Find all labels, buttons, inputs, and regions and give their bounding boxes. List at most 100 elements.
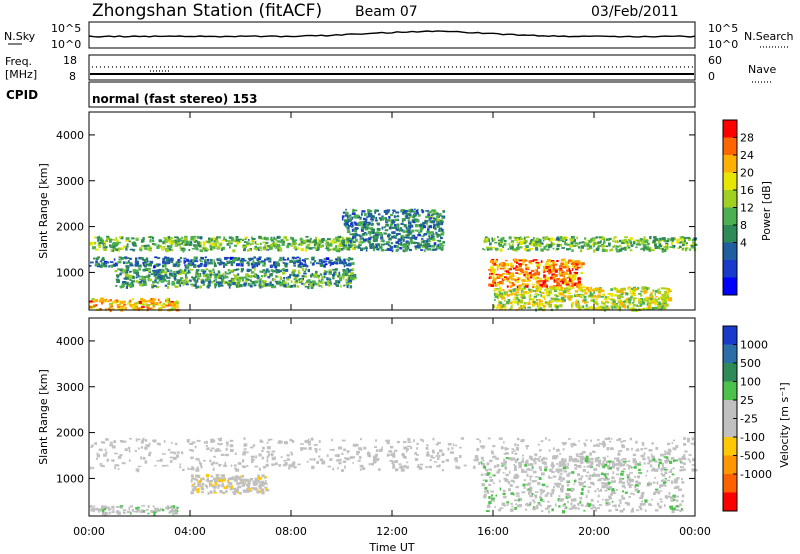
data-cell	[114, 464, 119, 467]
data-cell	[294, 239, 298, 242]
data-cell	[353, 273, 357, 277]
data-cell	[426, 444, 429, 447]
data-cell	[524, 307, 527, 309]
data-cell	[676, 240, 680, 244]
data-cell	[194, 486, 197, 490]
data-cell	[232, 274, 235, 276]
data-cell	[662, 295, 666, 299]
data-cell	[689, 248, 691, 251]
data-cell	[234, 274, 237, 278]
data-cell	[187, 467, 190, 470]
data-cell	[541, 284, 544, 288]
data-cell	[595, 236, 598, 239]
data-cell	[342, 238, 346, 241]
data-cell	[313, 458, 316, 461]
data-cell	[626, 242, 630, 246]
data-cell	[200, 280, 205, 284]
data-cell	[558, 291, 563, 294]
data-cell	[516, 261, 519, 264]
data-cell	[544, 437, 547, 440]
data-cell	[524, 265, 527, 269]
data-cell	[666, 495, 671, 498]
data-cell	[248, 258, 252, 262]
data-cell	[161, 509, 165, 512]
data-cell	[570, 286, 575, 289]
data-cell	[545, 266, 550, 269]
data-cell	[162, 246, 166, 248]
data-cell	[269, 273, 273, 276]
data-cell	[511, 243, 514, 246]
data-cell	[176, 242, 181, 246]
data-cell	[298, 259, 301, 262]
data-cell	[158, 443, 161, 446]
data-cell	[345, 211, 349, 215]
data-cell	[534, 453, 538, 457]
data-cell	[508, 242, 511, 246]
data-cell	[193, 264, 197, 266]
data-cell	[655, 296, 658, 298]
data-cell	[222, 491, 226, 494]
data-cell	[397, 229, 400, 232]
data-cell	[541, 483, 546, 487]
data-cell	[257, 258, 261, 260]
data-cell	[221, 484, 225, 488]
data-cell	[412, 215, 415, 219]
data-cell	[219, 284, 224, 287]
data-cell	[683, 454, 686, 457]
data-cell	[247, 248, 251, 252]
data-cell	[210, 483, 213, 487]
data-cell	[564, 243, 568, 246]
data-cell	[335, 283, 339, 287]
data-cell	[152, 439, 157, 443]
y-tick-label: 2000	[56, 221, 84, 234]
data-cell	[639, 507, 643, 511]
data-cell	[546, 270, 550, 273]
data-cell	[370, 231, 373, 234]
cbar-swatch	[723, 120, 737, 138]
data-cell	[186, 283, 189, 286]
data-cell	[230, 262, 233, 266]
data-cell	[586, 471, 590, 474]
data-cell	[552, 275, 556, 278]
data-cell	[580, 294, 585, 296]
data-cell	[128, 449, 131, 453]
data-cell	[640, 301, 644, 304]
data-cell	[563, 295, 567, 298]
data-cell	[316, 461, 319, 464]
data-cell	[217, 281, 222, 285]
data-cell	[561, 280, 565, 285]
data-cell	[662, 303, 665, 306]
data-cell	[106, 261, 110, 264]
data-cell	[614, 479, 616, 483]
data-cell	[564, 282, 566, 285]
data-cell	[146, 247, 150, 251]
data-cell	[672, 494, 676, 498]
data-cell	[400, 468, 405, 472]
data-cell	[245, 483, 250, 487]
data-cell	[143, 259, 147, 262]
data-cell	[267, 270, 270, 273]
data-cell	[299, 244, 303, 247]
data-cell	[159, 276, 163, 280]
data-cell	[644, 297, 647, 301]
data-cell	[323, 275, 326, 279]
data-cell	[633, 286, 637, 289]
data-cell	[686, 437, 690, 441]
data-cell	[132, 243, 135, 246]
data-cell	[230, 260, 232, 264]
data-cell	[112, 243, 115, 246]
data-cell	[602, 445, 606, 448]
data-cell	[405, 230, 409, 233]
data-cell	[262, 246, 267, 250]
data-cell	[258, 279, 262, 282]
data-cell	[267, 438, 270, 442]
data-cell	[281, 242, 285, 246]
data-cell	[497, 304, 500, 307]
data-cell	[517, 267, 520, 269]
data-cell	[120, 506, 124, 509]
data-cell	[495, 260, 498, 263]
data-cell	[101, 511, 105, 516]
data-cell	[617, 307, 620, 310]
data-cell	[128, 459, 131, 462]
data-cell	[685, 248, 687, 252]
